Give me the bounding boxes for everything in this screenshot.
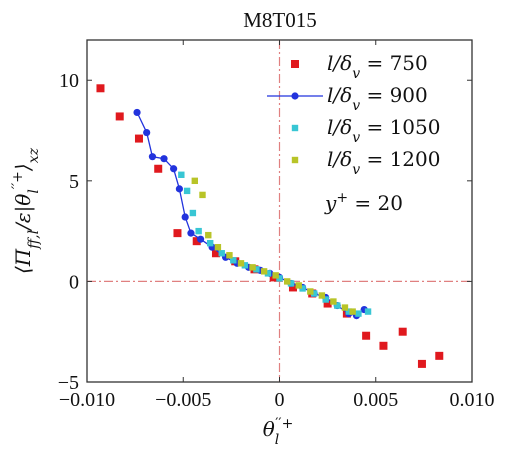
data-point: [241, 262, 249, 269]
data-point: [143, 128, 151, 137]
axis-ticks: −0.010 −0.005 0 0.005 0.010 −5 0 5 10: [58, 40, 495, 411]
data-point: [253, 266, 260, 273]
svg-text:y+ = 20: y+ = 20: [324, 190, 403, 215]
data-point: [214, 244, 222, 251]
data-point: [196, 235, 205, 243]
data-point: [96, 84, 105, 93]
data-point: [287, 280, 295, 287]
data-point: [288, 283, 297, 292]
data-point: [211, 249, 220, 258]
data-point: [154, 164, 163, 173]
data-point: [175, 185, 183, 193]
data-point: [349, 308, 356, 315]
data-point: [230, 257, 237, 264]
data-point: [272, 272, 279, 279]
legend-item: l/δv = 750: [291, 51, 428, 82]
data-point: [134, 134, 143, 143]
data-point: [355, 310, 362, 317]
series-3: [178, 171, 372, 317]
data-point: [237, 260, 245, 267]
data-point: [207, 239, 214, 247]
y-tick-label: 0: [69, 271, 79, 293]
data-point: [435, 351, 444, 360]
y-tick-label: 10: [59, 70, 79, 92]
data-point: [307, 288, 314, 295]
data-point: [364, 308, 372, 315]
data-point: [218, 250, 225, 257]
legend-label: l/δv = 1200: [327, 147, 440, 178]
data-point: [264, 270, 272, 277]
data-point: [379, 341, 388, 350]
data-point: [178, 171, 185, 178]
data-point: [398, 327, 407, 336]
y-tick-label: 5: [69, 171, 79, 193]
x-tick-label: 0.010: [450, 389, 495, 411]
data-marks: [96, 84, 444, 368]
data-point: [295, 282, 302, 289]
y-axis-label: ⟨Πff,l/ε|θl′′+⟩xz: [10, 147, 42, 274]
series-4: [191, 177, 356, 315]
x-tick-label: −0.005: [155, 389, 211, 411]
data-point: [345, 308, 352, 315]
data-point: [192, 237, 201, 246]
svg-text:⟨Πff,l/ε|θl′′+⟩xz: ⟨Πff,l/ε|θl′′+⟩xz: [10, 147, 42, 274]
data-point: [173, 229, 182, 238]
legend-label: l/δv = 750: [327, 51, 428, 82]
x-axis-label: θl′′+: [263, 416, 294, 448]
data-point: [133, 108, 141, 117]
data-point: [148, 153, 157, 161]
data-point: [330, 298, 337, 305]
data-point: [249, 264, 256, 271]
data-point: [299, 285, 306, 292]
data-point: [115, 112, 124, 121]
data-point: [260, 268, 268, 275]
data-point: [284, 278, 291, 285]
legend-marker: [291, 92, 299, 100]
legend-item: l/δv = 1050: [291, 115, 440, 146]
data-point: [322, 296, 329, 303]
chart-title: M8T015: [243, 8, 317, 32]
legend-item: l/δv = 1200: [291, 147, 440, 178]
data-point: [310, 290, 318, 297]
svg-text:θl′′+: θl′′+: [263, 416, 294, 448]
data-point: [181, 213, 189, 221]
data-point: [276, 275, 283, 282]
legend-marker: [291, 124, 299, 132]
data-point: [334, 302, 341, 309]
legend-label: l/δv = 1050: [327, 115, 440, 146]
data-point: [205, 231, 212, 239]
y-tick-label: −5: [58, 372, 79, 394]
data-point: [323, 299, 332, 308]
data-point: [318, 292, 326, 299]
x-tick-label: 0: [275, 389, 285, 411]
legend-label: l/δv = 900: [327, 83, 428, 114]
legend-marker: [291, 60, 299, 68]
data-point: [187, 229, 195, 237]
data-point: [191, 177, 198, 185]
annotation: y+ = 20: [324, 190, 403, 215]
data-point: [195, 227, 202, 235]
x-tick-label: 0.005: [353, 389, 398, 411]
data-point: [189, 209, 197, 217]
legend-marker: [291, 156, 299, 164]
data-point: [362, 331, 371, 340]
data-point: [226, 252, 233, 259]
data-point: [170, 165, 178, 173]
data-point: [341, 304, 349, 311]
legend-item: l/δv = 900: [267, 83, 428, 114]
data-point: [199, 191, 206, 199]
data-point: [417, 359, 426, 368]
x-tick-label: −0.010: [59, 389, 115, 411]
data-point: [160, 155, 168, 163]
data-point: [183, 187, 191, 195]
